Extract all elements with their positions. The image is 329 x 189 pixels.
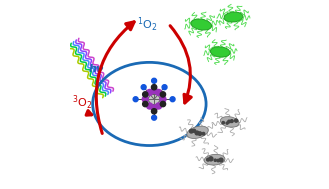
Text: $^1$O$_2$: $^1$O$_2$ <box>137 15 158 33</box>
Circle shape <box>160 101 165 107</box>
Circle shape <box>228 120 230 123</box>
Circle shape <box>226 122 228 124</box>
Circle shape <box>147 89 153 95</box>
Circle shape <box>160 92 165 97</box>
Text: hν: hν <box>89 64 104 74</box>
Circle shape <box>143 101 148 107</box>
Circle shape <box>162 85 167 90</box>
Circle shape <box>152 115 157 120</box>
Circle shape <box>151 109 157 114</box>
Circle shape <box>235 119 238 122</box>
Circle shape <box>195 131 199 135</box>
Circle shape <box>143 92 148 97</box>
Ellipse shape <box>211 47 230 57</box>
Circle shape <box>142 96 148 102</box>
Ellipse shape <box>220 117 239 127</box>
FancyArrowPatch shape <box>86 111 92 115</box>
Circle shape <box>151 105 157 111</box>
Ellipse shape <box>191 19 212 30</box>
Circle shape <box>190 129 193 133</box>
Circle shape <box>151 87 157 93</box>
Circle shape <box>156 103 162 109</box>
Circle shape <box>207 158 209 161</box>
Circle shape <box>151 84 157 90</box>
Circle shape <box>202 132 205 135</box>
Ellipse shape <box>224 12 243 22</box>
Circle shape <box>170 97 175 102</box>
FancyArrowPatch shape <box>96 22 134 133</box>
Circle shape <box>141 85 146 90</box>
Circle shape <box>222 122 224 124</box>
Polygon shape <box>145 87 163 111</box>
Circle shape <box>198 132 202 135</box>
Circle shape <box>219 158 223 162</box>
Circle shape <box>214 159 216 161</box>
Circle shape <box>147 103 153 109</box>
Ellipse shape <box>204 154 225 165</box>
Circle shape <box>133 97 138 102</box>
Text: $^3$O$_2$: $^3$O$_2$ <box>72 94 92 112</box>
Circle shape <box>217 159 219 162</box>
Circle shape <box>209 157 213 161</box>
Circle shape <box>230 120 233 122</box>
Ellipse shape <box>187 126 208 139</box>
Circle shape <box>160 96 166 102</box>
Circle shape <box>156 89 162 95</box>
Circle shape <box>152 78 157 83</box>
FancyArrowPatch shape <box>170 26 191 103</box>
Circle shape <box>192 129 196 132</box>
